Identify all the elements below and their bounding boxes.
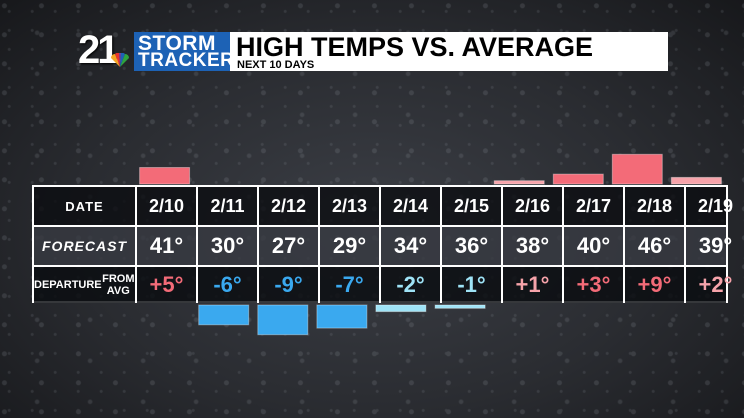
departure-cell: +2° <box>698 272 733 297</box>
departure-cell: -9° <box>259 267 320 303</box>
departure-bar <box>139 167 191 185</box>
date-cell: 2/13 <box>320 187 381 225</box>
departure-cell: +1° <box>503 267 564 303</box>
station-logo-number: 21 <box>78 28 119 72</box>
date-cell: 2/12 <box>259 187 320 225</box>
logo-storm-text: STORM <box>138 32 216 55</box>
date-row-label: DATE <box>34 187 137 225</box>
forecast-cell: 36° <box>442 227 503 265</box>
departure-bar <box>611 153 663 185</box>
forecast-cell: 41° <box>137 227 198 265</box>
date-row: DATE 2/10 2/11 2/12 2/13 2/14 2/15 2/16 2/17 2/1… <box>34 187 733 225</box>
departure-bar <box>198 304 250 326</box>
departure-cell: +3° <box>564 267 625 303</box>
departure-label-line1: DEPARTURE <box>34 279 102 291</box>
forecast-cell: 29° <box>320 227 381 265</box>
chart-title: HIGH TEMPS VS. AVERAGE <box>236 32 594 62</box>
departure-label-line2: FROM AVG <box>102 273 135 297</box>
departure-bar <box>493 180 545 185</box>
date-cell: 2/14 <box>381 187 442 225</box>
logo-tracker-text: TRACKER <box>138 50 235 71</box>
departure-cell: -1° <box>442 267 503 303</box>
date-cell: 2/10 <box>137 187 198 225</box>
departure-row: DEPARTURE FROM AVG +5° -6° -9° -7° -2° -1° +1°… <box>34 265 732 303</box>
forecast-cell: 39° <box>698 233 733 258</box>
departure-bar <box>375 304 427 313</box>
departure-bar <box>434 304 486 309</box>
forecast-row: FORECAST 41° 30° 27° 29° 34° 36° 38° 40° 46° 39° <box>34 225 732 265</box>
departure-cell: -6° <box>198 267 259 303</box>
date-cell: 2/15 <box>442 187 503 225</box>
departure-cell: -2° <box>381 267 442 303</box>
departure-bar <box>670 176 722 185</box>
forecast-cell: 30° <box>198 227 259 265</box>
date-cell: 2/11 <box>198 187 259 225</box>
date-cell: 2/17 <box>564 187 625 225</box>
forecast-table: DATE 2/10 2/11 2/12 2/13 2/14 2/15 2/16 2/17 2/1… <box>32 185 733 303</box>
departure-bar <box>552 173 604 185</box>
departure-row-label: DEPARTURE FROM AVG <box>34 267 137 303</box>
departure-bar <box>257 304 309 336</box>
departure-cell: +9° <box>625 267 686 303</box>
peacock-icon <box>111 53 129 67</box>
forecast-cell: 27° <box>259 227 320 265</box>
forecast-cell: 34° <box>381 227 442 265</box>
departure-bar <box>316 304 368 329</box>
title-box <box>230 32 668 71</box>
forecast-cell: 46° <box>625 227 686 265</box>
date-cell: 2/19 <box>697 195 734 216</box>
departure-cell: -7° <box>320 267 381 303</box>
date-cell: 2/16 <box>503 187 564 225</box>
date-cell: 2/18 <box>625 187 686 225</box>
header: 21 STORM TRACKER HIGH TEMPS VS. AVERAGE … <box>72 28 668 72</box>
chart-subtitle: NEXT 10 DAYS <box>237 59 315 71</box>
forecast-row-label: FORECAST <box>34 227 137 265</box>
forecast-cell: 40° <box>564 227 625 265</box>
departure-cell: +5° <box>137 267 198 303</box>
forecast-cell: 38° <box>503 227 564 265</box>
